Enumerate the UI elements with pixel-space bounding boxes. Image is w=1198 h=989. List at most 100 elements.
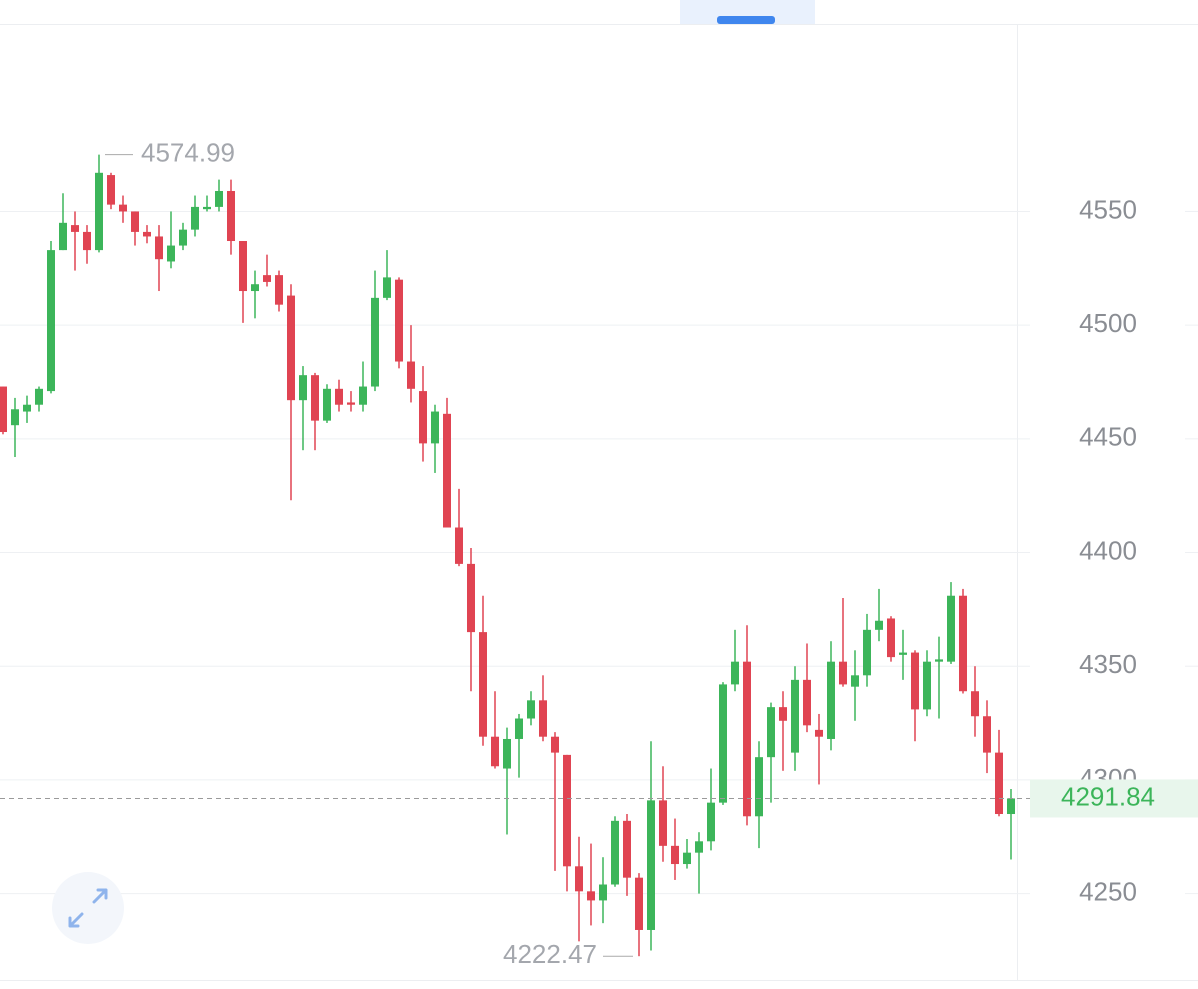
candle-body [635,877,643,930]
candle-body [275,275,283,305]
candle-body [359,386,367,405]
candle-body [419,391,427,444]
candle-body [731,661,739,685]
candle-body [863,629,871,676]
candle-body [95,172,103,251]
y-tick-label: 4450 [1079,422,1137,452]
candle-body [179,229,187,246]
candle-body [539,700,547,737]
candle-body [815,729,823,737]
candle-body [827,661,835,739]
candle-body [191,206,199,230]
candle-body [959,595,967,692]
candle-body [779,707,787,721]
candle-body [215,190,223,207]
y-tick-label: 4400 [1079,535,1137,565]
candle-body [407,361,415,389]
candle-body [887,618,895,658]
candle-body [707,802,715,842]
expand-bg[interactable] [52,872,124,944]
overlay: 4574.99 4222.47 4291.84 [0,138,1198,969]
expand-button[interactable] [52,872,124,944]
candle-body [719,684,727,803]
candle-body [143,231,151,237]
high-label: 4574.99 [141,138,235,168]
candle-body [11,409,19,426]
candle-body [767,707,775,758]
candle-body [0,386,7,433]
candle-body [503,738,511,769]
candle-body [1007,798,1015,815]
candle-body [479,632,487,737]
candle-body [659,800,667,846]
candle-body [203,206,211,210]
candle-body [851,675,859,687]
candle-body [239,241,247,292]
candle-body [899,652,907,655]
candle-body [455,527,463,564]
candle-body [935,659,943,662]
candle-body [131,211,139,232]
expand-icon [68,888,108,928]
tab-indicator [717,16,775,24]
candle-body [467,563,475,633]
candle-body [383,277,391,298]
candle-body [875,620,883,630]
candle-body [47,250,55,392]
candle-body [575,866,583,892]
candle-body [563,754,571,867]
candle-body [23,404,31,412]
candle-body [347,402,355,405]
candle-body [263,275,271,282]
candle-body [623,820,631,878]
candle-body [695,841,703,853]
candle-body [791,679,799,753]
candle-body [515,718,523,739]
y-tick-label: 4250 [1079,876,1137,906]
candle-body [431,411,439,444]
candle-body [755,757,763,817]
candle-body [311,375,319,421]
candle-body [527,700,535,719]
candle-body [107,175,115,205]
candle-body [803,679,811,726]
candle-body [947,595,955,662]
candle-body [251,284,259,292]
candle-body [647,800,655,930]
candle-body [71,225,79,232]
candle-body [671,845,679,865]
candle-body [551,736,559,753]
candle-body [299,375,307,401]
candle-body [323,388,331,421]
candle-body [119,204,127,212]
candle-body [491,736,499,767]
candle-body [443,413,451,528]
candle-body [971,691,979,717]
candle-body [227,190,235,242]
candle-body [743,661,751,817]
candles [0,154,1015,957]
candle-body [395,279,403,362]
last-price-box [1030,779,1198,818]
last-price-label: 4291.84 [1061,781,1155,811]
candle-body [35,388,43,405]
low-label: 4222.47 [503,939,597,969]
candle-body [839,661,847,685]
candle-body [923,661,931,710]
candle-body [83,231,91,251]
candle-body [371,297,379,387]
y-tick-label: 4350 [1079,649,1137,679]
candle-body [995,752,1003,815]
candle-body [983,716,991,753]
candle-body [287,295,295,401]
y-tick-label: 4500 [1079,308,1137,338]
candle-body [167,245,175,262]
candle-body [599,884,607,901]
candle-body [611,820,619,885]
y-tick-label: 4550 [1079,194,1137,224]
candle-body [335,388,343,405]
candle-body [587,891,595,901]
candle-body [59,222,67,251]
